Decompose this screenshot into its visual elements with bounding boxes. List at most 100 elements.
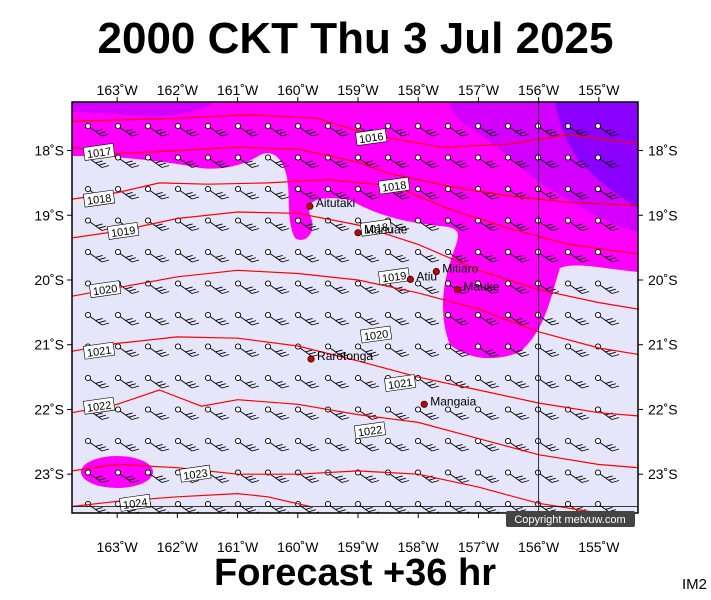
wind-barb [534, 248, 560, 263]
wind-barb [204, 437, 230, 452]
isobar-label: 1019 [377, 267, 411, 285]
wind-barb [564, 406, 590, 420]
isobar-value: 1024 [122, 497, 148, 512]
wind-barb [564, 469, 590, 483]
wind-barb [144, 469, 170, 483]
lon-label-top: 158˚W [398, 82, 440, 98]
wind-barb [114, 122, 140, 137]
isobar-line [72, 146, 638, 207]
wind-barb [564, 217, 590, 231]
lon-label-bottom: 158˚W [398, 539, 440, 555]
place-label: Mitiaro [442, 262, 478, 276]
wind-barb [114, 469, 140, 483]
wind-barb [234, 248, 260, 263]
wind-barb [144, 185, 170, 200]
wind-barb [594, 311, 620, 326]
wind-barb [444, 185, 470, 200]
lon-label-top: 160˚W [277, 82, 319, 98]
isobar-line [72, 179, 638, 255]
wind-barb [294, 280, 320, 294]
rain-area-northwest [72, 102, 215, 117]
wind-barb [174, 248, 200, 263]
wind-barb [504, 154, 530, 168]
wind-barb [474, 280, 500, 294]
wind-barb [534, 437, 560, 452]
isobar-label: 1024 [119, 493, 152, 512]
isobars: 1016 1017 1018 1018 1019 1018 1019 1020 1020 1021… [72, 114, 638, 513]
product-code: IM2 [682, 576, 708, 593]
isobar-label: 1018 [377, 176, 411, 195]
wind-barb [534, 217, 560, 231]
wind-barb [264, 374, 290, 389]
wind-barb [204, 374, 230, 389]
wind-barb [114, 437, 140, 452]
wind-barb [414, 280, 440, 294]
isobar-label: 1018 [82, 189, 116, 208]
wind-barb [84, 217, 110, 231]
wind-barb [264, 185, 290, 200]
lat-label-left: 18˚S [34, 143, 64, 159]
lon-label-top: 159˚W [337, 82, 379, 98]
forecast-label: Forecast +36 hr [214, 552, 496, 594]
isobar-value: 1020 [92, 283, 118, 298]
wind-barb [174, 374, 200, 389]
lat-label-left: 20˚S [34, 272, 64, 288]
wind-barb [504, 122, 530, 137]
place-label: Manuae [364, 223, 408, 237]
copyright-badge: Copyright metvuw.com [506, 511, 635, 527]
isobar-label: 1020 [359, 325, 393, 344]
wind-barb [174, 154, 200, 168]
place-dot [420, 400, 428, 408]
wind-barb [534, 154, 560, 168]
lon-label-top: 157˚W [458, 82, 500, 98]
lon-label-bottom: 162˚W [157, 539, 199, 555]
wind-barb [264, 154, 290, 168]
wind-barb [84, 311, 110, 326]
lat-label-right: 23˚S [648, 466, 678, 482]
wind-barb [414, 122, 440, 137]
wind-barb [234, 374, 260, 389]
wind-barb [84, 469, 110, 483]
lat-label-left: 21˚S [34, 337, 64, 353]
wind-barb [264, 280, 290, 294]
wind-barb [144, 406, 170, 420]
wind-barb [384, 406, 410, 420]
wind-barb [144, 122, 170, 137]
isobar-line [72, 269, 638, 355]
lat-label-right: 19˚S [648, 207, 678, 223]
wind-barb [234, 406, 260, 420]
wind-barb [504, 469, 530, 483]
wind-barb [324, 185, 350, 200]
wind-barb [354, 185, 380, 200]
wind-barb [444, 406, 470, 420]
wind-barb [84, 248, 110, 263]
wind-barb [114, 374, 140, 389]
wind-barb [234, 469, 260, 483]
wind-barb [84, 122, 110, 137]
wind-barb [504, 248, 530, 263]
wind-barb [264, 122, 290, 137]
wind-barb [564, 122, 590, 137]
isobar-value: 1016 [358, 131, 384, 146]
wind-barb [234, 437, 260, 452]
wind-barb [174, 217, 200, 231]
isobar-value: 1019 [110, 225, 136, 240]
wind-barb [114, 185, 140, 200]
wind-barb [114, 154, 140, 168]
wind-barb [414, 217, 440, 231]
lon-label-top: 155˚W [578, 82, 620, 98]
wind-barb [264, 311, 290, 326]
place-label: Rarotonga [317, 349, 373, 363]
wind-barb [114, 248, 140, 263]
wind-barb [474, 374, 500, 389]
wind-barb [564, 437, 590, 452]
place-dot [453, 286, 461, 294]
wind-barb [444, 154, 470, 168]
wind-barb [264, 406, 290, 420]
wind-barb [234, 217, 260, 231]
wind-barb [84, 374, 110, 389]
wind-barb [174, 280, 200, 294]
wind-barb [174, 437, 200, 452]
wind-barb [234, 122, 260, 137]
